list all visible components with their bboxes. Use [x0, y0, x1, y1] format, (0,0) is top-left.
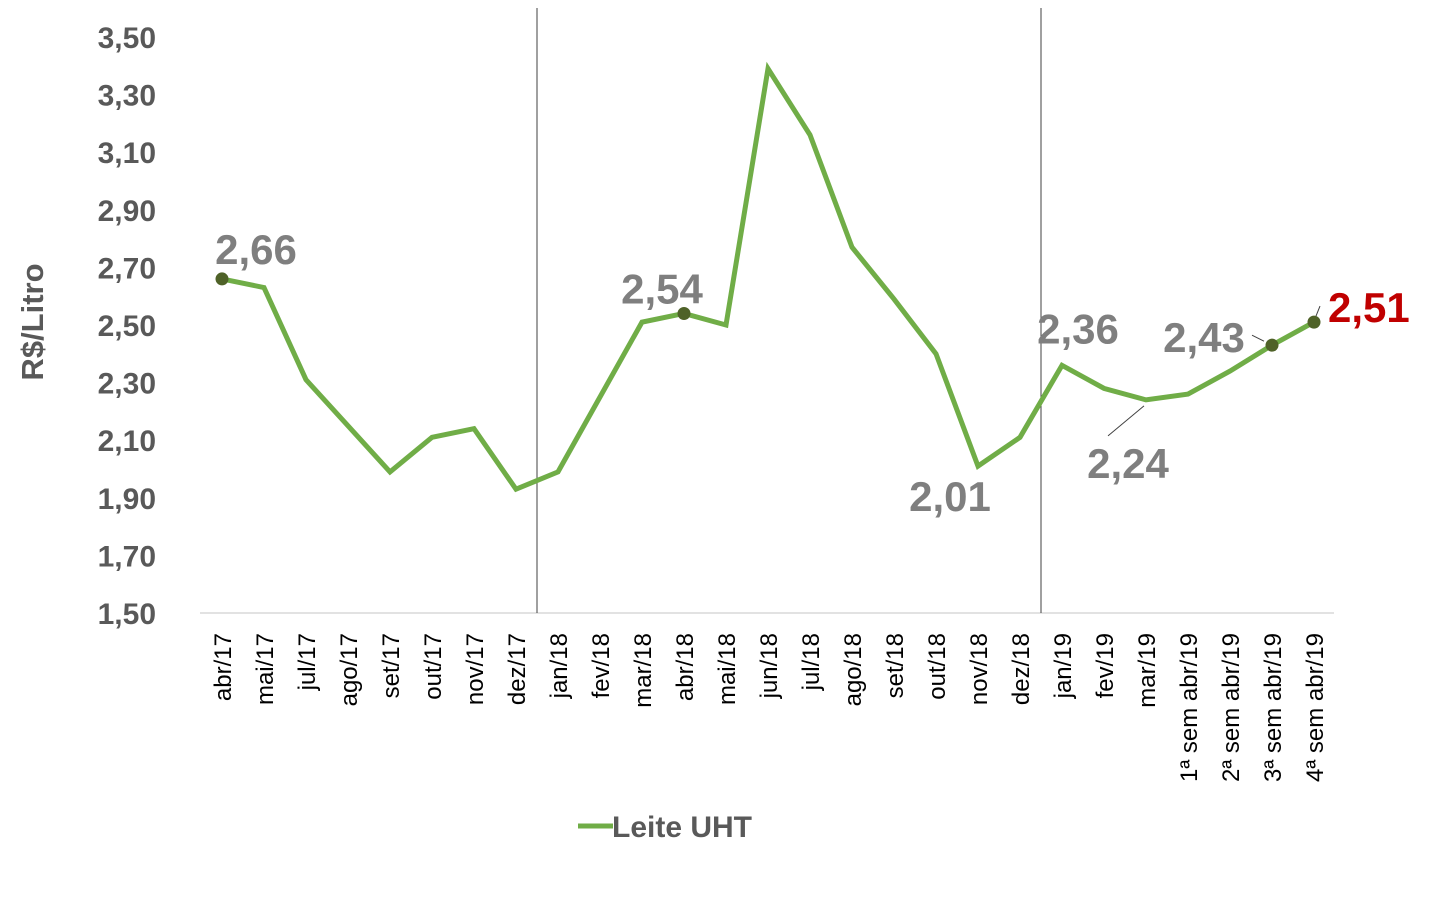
- x-tick-label: abr/18: [672, 633, 699, 701]
- x-tick-label: fev/19: [1092, 633, 1119, 698]
- x-tick-label: dez/18: [1008, 633, 1035, 705]
- data-label: 2,51: [1328, 284, 1410, 331]
- y-tick-label: 1,50: [98, 598, 156, 631]
- x-tick-label: 2ª sem abr/19: [1218, 633, 1245, 782]
- x-tick-label: ago/18: [840, 633, 867, 706]
- x-tick-label: nov/17: [462, 633, 489, 705]
- y-axis-label: R$/Litro: [15, 263, 50, 380]
- x-tick-label: jan/19: [1050, 633, 1077, 699]
- y-tick-label: 2,50: [98, 310, 156, 343]
- x-tick-label: mai/17: [252, 633, 279, 705]
- x-tick-label: set/18: [882, 633, 909, 698]
- x-tick-label: jan/18: [546, 633, 573, 699]
- data-label: 2,66: [215, 226, 297, 273]
- data-label-leader: [1107, 405, 1145, 437]
- data-label: 2,54: [621, 265, 703, 312]
- y-tick-label: 1,70: [98, 540, 156, 573]
- x-tick-label: nov/18: [966, 633, 993, 705]
- y-tick-label: 2,90: [98, 195, 156, 228]
- x-tick-label: jul/18: [798, 633, 825, 691]
- data-label-leader: [1251, 334, 1265, 342]
- y-tick-label: 3,50: [98, 22, 156, 55]
- data-point-marker: [1307, 315, 1321, 329]
- legend-label: Leite UHT: [612, 811, 752, 844]
- series-line-leite-uht: [221, 61, 1316, 493]
- x-tick-label: ago/17: [336, 633, 363, 706]
- x-tick-label: 4ª sem abr/19: [1302, 633, 1329, 782]
- x-tick-label: mai/18: [714, 633, 741, 705]
- data-label-leader: [1315, 305, 1321, 317]
- x-tick-label: set/17: [378, 633, 405, 698]
- data-point-marker: [1265, 338, 1279, 352]
- x-tick-label: jun/18: [756, 633, 783, 699]
- legend: Leite UHT: [578, 811, 752, 844]
- x-tick-label: abr/17: [210, 633, 237, 701]
- data-label: 2,36: [1037, 305, 1119, 352]
- y-tick-label: 3,30: [98, 80, 156, 113]
- x-axis: abr/17 mai/17 jul/17 ago/17 set/17 out/17 nov/…: [210, 633, 1329, 782]
- chart-frame: [200, 8, 1334, 614]
- data-label: 2,01: [909, 473, 991, 520]
- x-tick-label: mar/18: [630, 633, 657, 708]
- data-label: 2,43: [1163, 314, 1245, 361]
- data-label: 2,24: [1087, 440, 1169, 487]
- x-tick-label: 1ª sem abr/19: [1176, 633, 1203, 782]
- x-tick-label: jul/17: [294, 633, 321, 691]
- y-tick-label: 2,10: [98, 425, 156, 458]
- x-tick-label: out/17: [420, 633, 447, 700]
- data-point-marker: [215, 272, 229, 286]
- y-tick-label: 2,30: [98, 368, 156, 401]
- x-tick-label: dez/17: [504, 633, 531, 705]
- data-labels: 2,66 2,54 2,01 2,36 2,24 2,43 2,51: [215, 226, 1410, 520]
- y-axis: 1,50 1,70 1,90 2,10 2,30 2,50 2,70 2,90 3,10 3,30…: [98, 22, 156, 631]
- x-tick-label: mar/19: [1134, 633, 1161, 708]
- x-tick-label: fev/18: [588, 633, 615, 698]
- x-tick-label: 3ª sem abr/19: [1260, 633, 1287, 782]
- series-layer: [221, 61, 1316, 493]
- x-tick-label: out/18: [924, 633, 951, 700]
- y-tick-label: 2,70: [98, 252, 156, 285]
- y-tick-label: 3,10: [98, 137, 156, 170]
- data-point-marker: [677, 306, 691, 320]
- y-tick-label: 1,90: [98, 483, 156, 516]
